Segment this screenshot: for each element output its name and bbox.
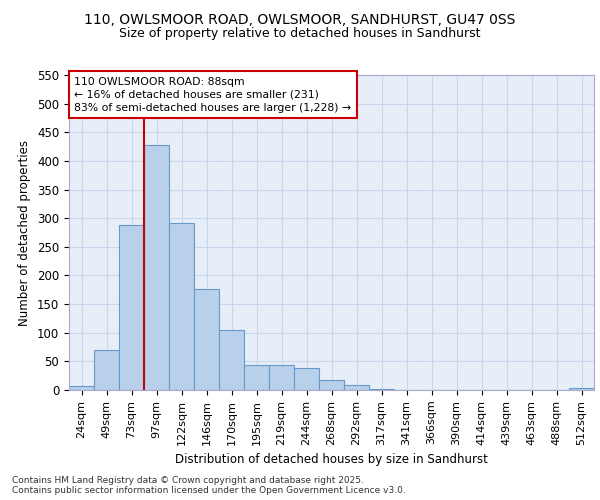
Bar	[319, 380, 344, 390]
Bar	[244, 366, 269, 390]
Text: 110, OWLSMOOR ROAD, OWLSMOOR, SANDHURST, GU47 0SS: 110, OWLSMOOR ROAD, OWLSMOOR, SANDHURST,…	[85, 12, 515, 26]
Bar	[94, 350, 119, 390]
Text: Size of property relative to detached houses in Sandhurst: Size of property relative to detached ho…	[119, 28, 481, 40]
Bar	[369, 389, 394, 390]
Bar	[569, 388, 594, 390]
X-axis label: Distribution of detached houses by size in Sandhurst: Distribution of detached houses by size …	[175, 453, 488, 466]
Bar	[144, 145, 169, 390]
Text: 110 OWLSMOOR ROAD: 88sqm
← 16% of detached houses are smaller (231)
83% of semi-: 110 OWLSMOOR ROAD: 88sqm ← 16% of detach…	[74, 76, 352, 113]
Bar	[294, 368, 319, 390]
Bar	[219, 330, 244, 390]
Bar	[344, 386, 369, 390]
Text: Contains HM Land Registry data © Crown copyright and database right 2025.
Contai: Contains HM Land Registry data © Crown c…	[12, 476, 406, 495]
Bar	[194, 288, 219, 390]
Bar	[119, 225, 144, 390]
Y-axis label: Number of detached properties: Number of detached properties	[19, 140, 31, 326]
Bar	[269, 366, 294, 390]
Bar	[169, 224, 194, 390]
Bar	[69, 386, 94, 390]
